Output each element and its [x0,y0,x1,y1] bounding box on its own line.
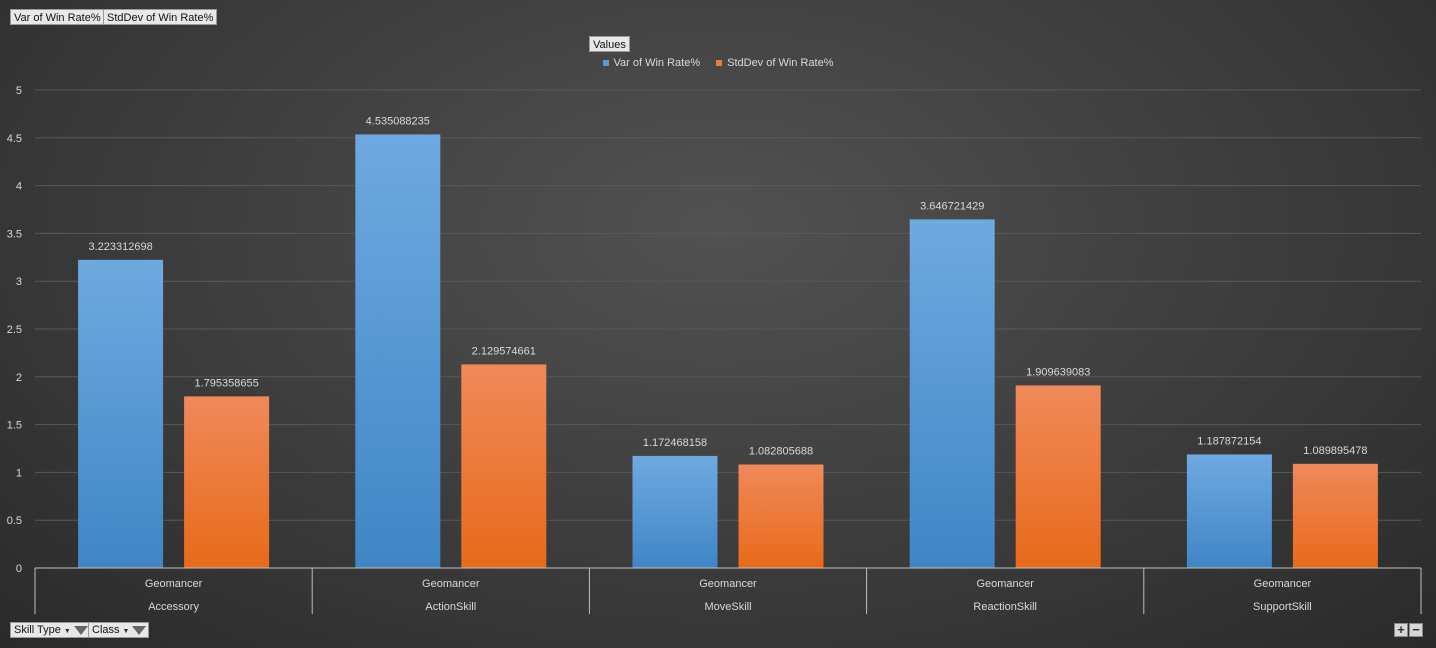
legend-label-var: Var of Win Rate% [613,57,701,69]
bar-var [355,134,441,569]
data-label-stddev: 2.129574661 [472,345,536,357]
stddev-field-button[interactable]: StdDev of Win Rate% [103,9,218,25]
y-tick-label: 2.5 [7,324,22,336]
values-field-button[interactable]: Values [589,36,630,52]
legend: Var of Win Rate% StdDev of Win Rate% [0,57,1436,69]
skill-type-label: Skill Type [14,624,61,636]
legend-item-var: Var of Win Rate% [602,57,701,69]
chevron-down-icon: ▼ [63,627,71,635]
data-label-var: 3.646721429 [920,200,984,212]
y-tick-label: 0.5 [7,515,22,527]
x-tick-label-class: Geomancer [976,578,1034,590]
bar-stddev [1015,385,1101,568]
x-tick-label-skill-type: Accessory [148,601,199,613]
y-tick-label: 4 [16,181,22,193]
x-tick-label-skill-type: SupportSkill [1253,601,1312,613]
data-label-var: 1.187872154 [1197,435,1261,447]
x-tick-label-skill-type: ActionSkill [425,601,476,613]
class-filter-button[interactable]: Class ▼ [88,622,150,638]
expand-icon[interactable]: + [1394,623,1408,637]
class-label: Class [92,624,120,636]
chevron-down-icon: ▼ [122,627,130,635]
legend-label-stddev: StdDev of Win Rate% [727,57,834,69]
y-tick-label: 3 [16,276,22,288]
x-tick-label-class: Geomancer [422,578,480,590]
bar-var [1186,454,1272,568]
skill-type-filter-button[interactable]: Skill Type ▼ [10,622,91,638]
data-label-var: 1.172468158 [643,437,707,449]
x-tick-label-class: Geomancer [1254,578,1312,590]
data-label-stddev: 1.909639083 [1026,366,1090,378]
bar-var [632,455,718,568]
y-tick-label: 2 [16,372,22,384]
y-tick-label: 3.5 [7,228,22,240]
data-label-stddev: 1.089895478 [1303,445,1367,457]
data-label-var: 3.223312698 [88,241,152,253]
y-tick-label: 4.5 [7,133,22,145]
x-tick-label-class: Geomancer [699,578,757,590]
bar-stddev [1292,463,1378,568]
y-tick-label: 0 [16,563,22,575]
y-tick-label: 5 [16,85,22,97]
bar-var [909,219,995,569]
y-tick-label: 1.5 [7,420,22,432]
y-tick-label: 1 [16,467,22,479]
bar-var [78,259,164,568]
x-tick-label-class: Geomancer [145,578,203,590]
x-tick-label-skill-type: MoveSkill [704,601,751,613]
bar-stddev [738,464,824,568]
filter-icon [132,625,147,635]
legend-swatch-var [602,60,609,66]
data-label-var: 4.535088235 [366,115,430,127]
filter-icon [73,625,88,635]
legend-item-stddev: StdDev of Win Rate% [716,57,833,69]
data-label-stddev: 1.795358655 [194,377,258,389]
collapse-icon[interactable]: − [1409,623,1423,637]
bar-stddev [461,364,547,568]
x-tick-label-skill-type: ReactionSkill [973,601,1037,613]
legend-swatch-stddev [716,60,723,66]
data-label-stddev: 1.082805688 [749,445,813,457]
bar-stddev [184,396,270,568]
var-field-button[interactable]: Var of Win Rate% [10,9,105,25]
